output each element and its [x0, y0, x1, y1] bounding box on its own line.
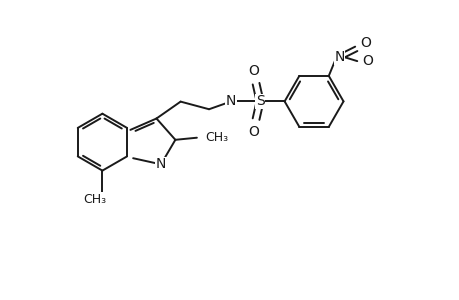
Text: N: N — [156, 157, 166, 171]
Text: N: N — [334, 50, 344, 64]
Text: O: O — [247, 125, 258, 139]
Text: O: O — [360, 36, 371, 50]
Text: O: O — [362, 54, 373, 68]
Text: N: N — [225, 94, 235, 108]
Text: O: O — [247, 64, 258, 78]
Text: CH₃: CH₃ — [205, 131, 228, 144]
Text: CH₃: CH₃ — [83, 193, 106, 206]
Text: S: S — [255, 94, 264, 108]
